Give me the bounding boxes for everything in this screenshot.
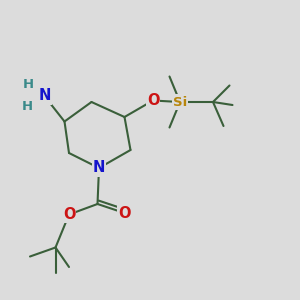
- Text: N: N: [93, 160, 105, 175]
- Text: O: O: [118, 206, 131, 220]
- Text: H: H: [21, 100, 33, 113]
- Text: N: N: [38, 88, 51, 104]
- Text: H: H: [23, 77, 34, 91]
- Text: O: O: [63, 207, 75, 222]
- Text: O: O: [147, 93, 159, 108]
- Text: Si: Si: [173, 95, 187, 109]
